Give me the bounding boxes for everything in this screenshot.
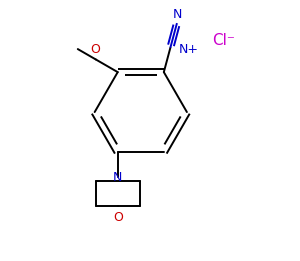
Text: N: N (172, 8, 182, 21)
Text: O: O (113, 211, 123, 224)
Text: Cl⁻: Cl⁻ (212, 33, 235, 48)
Text: N+: N+ (179, 43, 199, 56)
Text: O: O (90, 43, 100, 56)
Text: N: N (113, 171, 122, 184)
